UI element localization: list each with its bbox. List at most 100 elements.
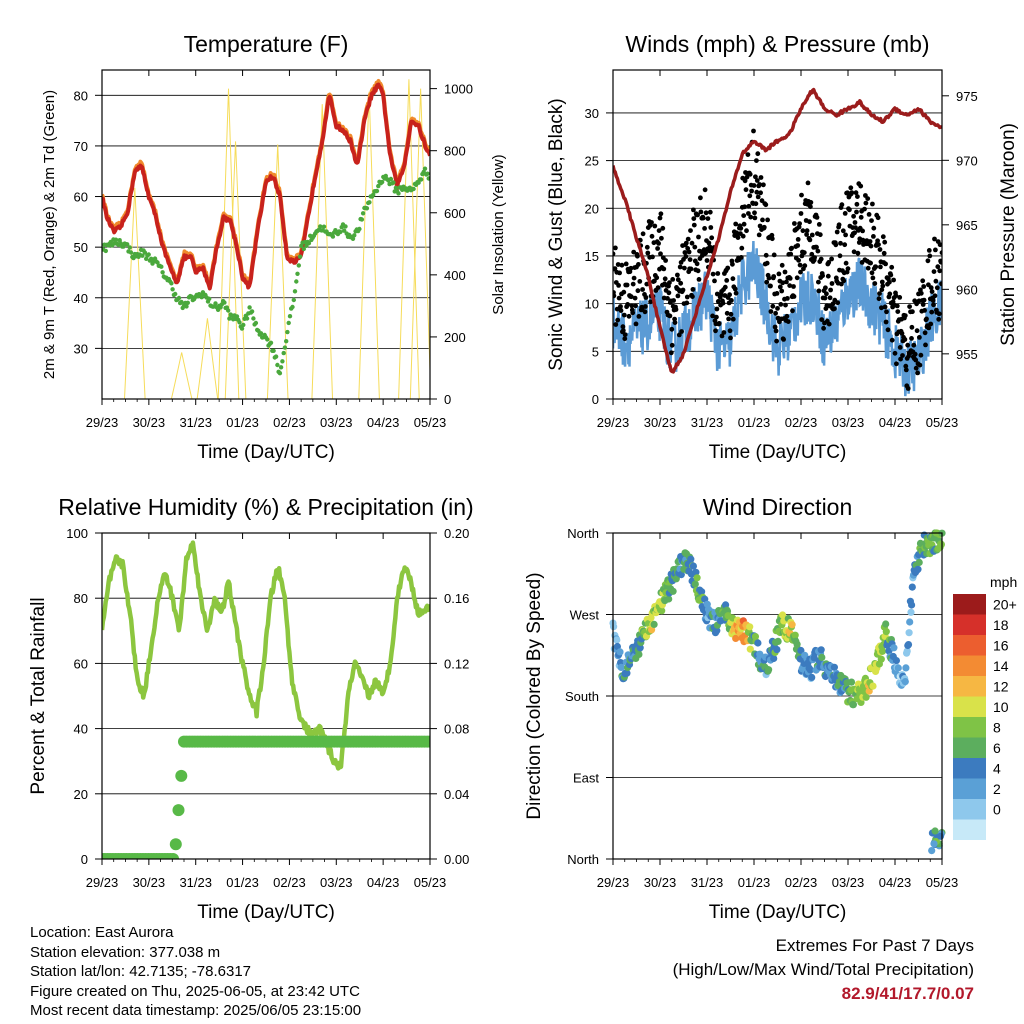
dewpoint-point [271,348,276,353]
y-tick-label: 25 [585,154,599,169]
direction-point [902,664,910,672]
temperature-ylabel-right: Solar Insolation (Yellow) [490,154,507,314]
direction-point [904,641,913,649]
dewpoint-point [179,299,184,305]
gust-point [873,264,879,270]
y-right-tick-label: 600 [444,206,466,221]
gust-point [899,331,905,336]
solar-insolation-spike [358,91,380,399]
gust-point [825,273,831,279]
dewpoint-point [227,316,232,321]
gust-point [648,299,653,305]
gust-point [833,242,839,248]
gust-point [872,281,878,286]
gust-point [714,314,719,320]
gust-point [747,193,753,199]
gust-point [826,260,832,265]
gust-point [763,252,769,258]
gust-point [927,253,933,259]
gust-point [658,211,664,217]
gust-point [911,342,917,348]
direction-xlabel: Time (Day/UTC) [709,902,847,923]
gust-point [745,152,751,158]
dewpoint-point [376,183,381,189]
gust-point [898,356,903,362]
gust-point [921,297,927,303]
dewpoint-point [278,365,284,370]
dewpoint-point [391,180,396,185]
x-tick-label: 03/23 [832,415,865,430]
gust-point [626,313,632,319]
direction-point [908,601,916,609]
gust-point [839,202,845,208]
gust-point [879,287,885,293]
gust-point [853,190,859,196]
gust-point [700,215,706,221]
gust-point [877,247,883,252]
extremes-heading: Extremes For Past 7 Days [775,936,974,955]
gust-point [789,245,794,251]
winds-xlabel: Time (Day/UTC) [709,442,847,463]
gust-point [673,307,679,312]
gust-point [684,294,690,300]
legend-label: 18 [993,617,1009,633]
gust-point [815,248,821,254]
gust-point [867,239,873,244]
gust-point [913,357,919,363]
dewpoint-point [281,350,286,356]
direction-point [746,623,754,631]
dewpoint-point [265,337,270,342]
x-tick-label: 04/23 [879,875,912,890]
x-tick-label: 31/23 [179,415,212,430]
gust-point [824,291,829,297]
gust-point [672,320,678,325]
gust-point [934,285,940,291]
gust-point [623,261,629,267]
gust-point [705,216,711,222]
direction-point [648,626,656,634]
gust-point [691,222,697,228]
gust-point [774,338,779,344]
gust-point [743,187,749,193]
gust-point [636,314,642,319]
y-tick-label: 60 [74,656,88,671]
gust-point [679,329,684,334]
gust-point [888,272,894,278]
direction-point [617,663,625,672]
direction-point [806,666,815,674]
gust-point [852,220,858,225]
gust-point [628,294,634,300]
gust-point [809,251,815,257]
direction-point [765,666,773,674]
latlon-text: Station lat/lon: 42.7135; -78.6317 [30,963,252,980]
gust-point [615,262,621,267]
gust-point [642,309,648,315]
y-right-tick-label: 0.04 [444,787,469,802]
direction-point [916,539,925,548]
gust-point [721,330,727,335]
gust-point [923,342,928,348]
gust-point [804,228,810,234]
gust-point [931,269,937,274]
dewpoint-point [280,359,285,364]
gust-point [929,289,935,294]
gust-point [725,265,731,271]
gust-point [851,249,857,255]
dewpoint-point [306,241,312,246]
gust-point [841,278,847,284]
gust-point [937,242,942,248]
direction-series-group [609,529,946,855]
gust-point [805,180,811,186]
direction-point [698,588,706,596]
gust-point [682,250,688,255]
gust-point [926,248,932,253]
gust-point [932,293,938,299]
gust-point [766,275,772,281]
legend-label: 20+ [993,597,1017,613]
gust-point [894,303,900,309]
gust-point [662,276,668,282]
direction-point [687,555,695,563]
gust-point [675,293,681,299]
direction-point [882,620,890,628]
gust-point [774,291,780,296]
